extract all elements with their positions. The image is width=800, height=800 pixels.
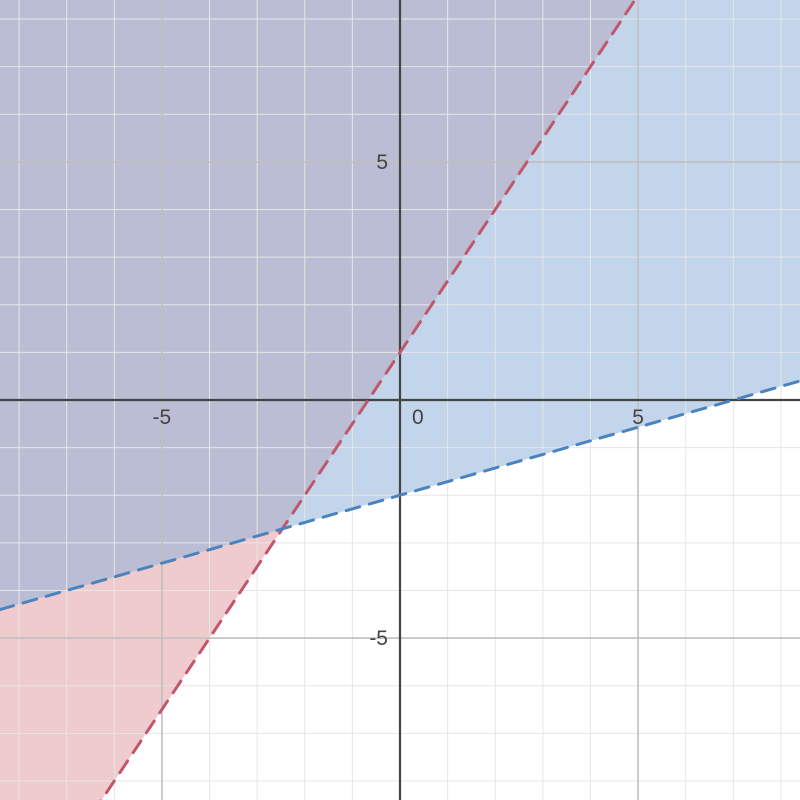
inequality-chart: -5 0 5 -5 5 bbox=[0, 0, 800, 800]
x-tick-label: 0 bbox=[412, 406, 424, 429]
x-tick-label: 5 bbox=[632, 406, 644, 429]
y-tick-label: -5 bbox=[369, 627, 388, 650]
y-tick-label: 5 bbox=[376, 151, 388, 174]
x-tick-label: -5 bbox=[153, 406, 172, 429]
